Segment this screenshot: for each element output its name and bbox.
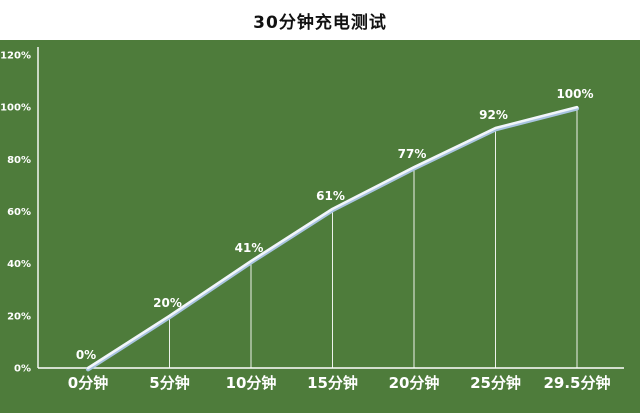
data-point-label: 61%	[316, 189, 345, 203]
y-axis-tick-label: 100%	[0, 103, 31, 114]
data-point-label: 20%	[153, 296, 182, 310]
x-axis-tick-label: 15分钟	[307, 374, 358, 392]
y-axis-tick-label: 40%	[7, 259, 31, 270]
x-axis-tick-label: 25分钟	[470, 374, 521, 392]
x-axis-tick-label: 5分钟	[149, 374, 189, 392]
data-point-label: 77%	[398, 147, 427, 161]
y-axis-tick-label: 80%	[7, 155, 31, 166]
x-axis-tick-label: 20分钟	[389, 374, 440, 392]
x-axis-tick-label: 0分钟	[68, 374, 108, 392]
chart-header: 30分钟充电测试	[0, 0, 640, 40]
data-point-label: 41%	[235, 241, 264, 255]
chart-background	[0, 40, 640, 413]
y-axis-tick-label: 20%	[7, 311, 31, 322]
chart-title: 30分钟充电测试	[253, 12, 387, 33]
data-point-label: 92%	[479, 108, 508, 122]
data-point-label: 0%	[76, 348, 96, 362]
y-axis-tick-label: 120%	[0, 51, 31, 62]
x-axis-tick-label: 29.5分钟	[543, 374, 610, 392]
x-axis-tick-label: 10分钟	[226, 374, 277, 392]
chart-plot-area: 0% 20% 40% 60% 80% 100% 120% 0% 20% 41% 61% 77% 92% 1…	[0, 40, 640, 413]
charging-line-chart: 0% 20% 40% 60% 80% 100% 120% 0% 20% 41% 61% 77% 92% 1…	[0, 40, 640, 413]
charging-line	[86, 105, 579, 370]
y-axis-tick-label: 60%	[7, 207, 31, 218]
data-point-label: 100%	[556, 87, 593, 101]
y-axis-tick-label: 0%	[14, 364, 31, 375]
